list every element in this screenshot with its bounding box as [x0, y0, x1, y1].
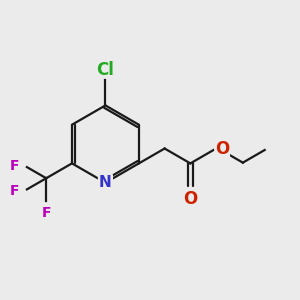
Text: O: O	[183, 190, 197, 208]
Text: N: N	[99, 175, 112, 190]
Text: F: F	[41, 206, 51, 220]
Text: F: F	[10, 184, 20, 198]
Text: O: O	[215, 140, 229, 158]
Text: Cl: Cl	[97, 61, 114, 79]
Text: F: F	[10, 159, 20, 172]
